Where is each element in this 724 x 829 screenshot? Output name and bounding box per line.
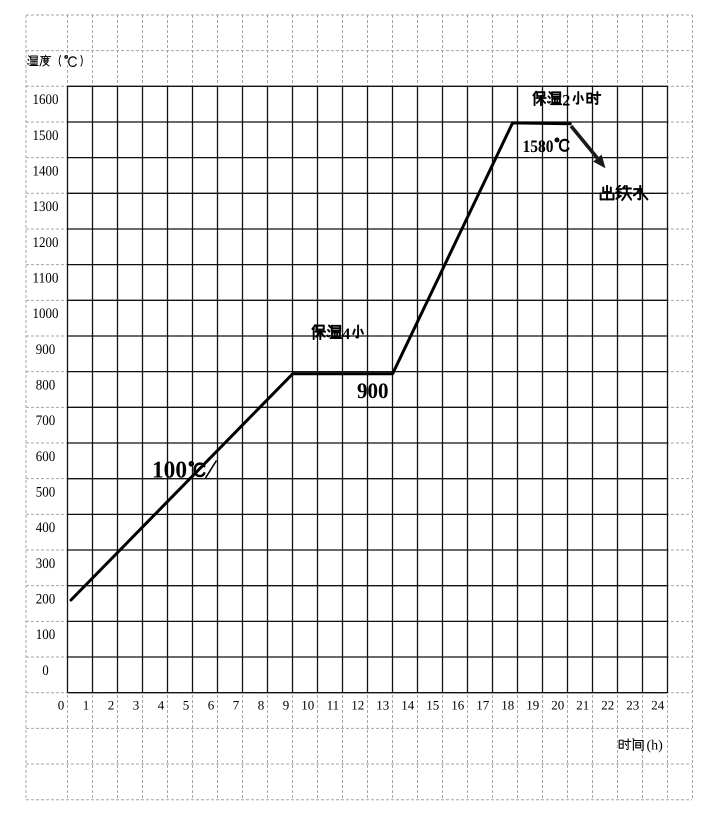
svg-text:1500: 1500: [33, 128, 59, 144]
svg-text:12: 12: [351, 697, 364, 712]
svg-text:16: 16: [451, 697, 465, 712]
svg-text:700: 700: [36, 413, 56, 429]
svg-text:900: 900: [36, 342, 56, 358]
svg-text:1580: 1580: [523, 136, 554, 156]
svg-text:18: 18: [501, 697, 514, 712]
svg-text:13: 13: [376, 697, 389, 712]
svg-text:17: 17: [476, 697, 490, 712]
svg-text:1100: 1100: [33, 271, 59, 287]
svg-text:14: 14: [401, 697, 415, 712]
svg-text:1000: 1000: [33, 306, 59, 322]
svg-text:0: 0: [58, 697, 65, 712]
svg-text:4: 4: [158, 697, 165, 712]
svg-text:15: 15: [426, 697, 439, 712]
svg-text:100: 100: [36, 627, 56, 643]
svg-text:21: 21: [576, 697, 589, 712]
svg-text:(h): (h): [647, 738, 664, 753]
svg-text:2: 2: [562, 92, 570, 109]
svg-text:23: 23: [626, 697, 639, 712]
svg-text:0: 0: [42, 663, 48, 679]
svg-text:900: 900: [357, 378, 389, 403]
svg-text:500: 500: [36, 485, 56, 501]
svg-text:400: 400: [36, 520, 56, 536]
svg-text:11: 11: [327, 697, 340, 712]
svg-text:1: 1: [83, 697, 90, 712]
svg-text:200: 200: [36, 592, 56, 608]
svg-text:22: 22: [601, 697, 614, 712]
svg-text:1300: 1300: [33, 199, 59, 215]
svg-text:300: 300: [36, 556, 56, 572]
svg-text:10: 10: [301, 697, 314, 712]
svg-text:800: 800: [36, 378, 56, 394]
svg-text:1600: 1600: [33, 92, 59, 108]
svg-text:24: 24: [651, 697, 665, 712]
svg-text:100: 100: [152, 458, 187, 484]
svg-text:4: 4: [342, 326, 350, 343]
svg-text:19: 19: [526, 697, 539, 712]
svg-text:1400: 1400: [33, 164, 59, 180]
svg-text:5: 5: [183, 697, 190, 712]
svg-text:9: 9: [283, 697, 290, 712]
svg-text:600: 600: [36, 449, 56, 465]
svg-text:1200: 1200: [33, 235, 59, 251]
svg-text:20: 20: [551, 697, 564, 712]
svg-text:7: 7: [233, 697, 240, 712]
svg-text:8: 8: [258, 697, 265, 712]
svg-text:6: 6: [208, 697, 215, 712]
svg-text:2: 2: [108, 697, 115, 712]
svg-text:3: 3: [133, 697, 140, 712]
